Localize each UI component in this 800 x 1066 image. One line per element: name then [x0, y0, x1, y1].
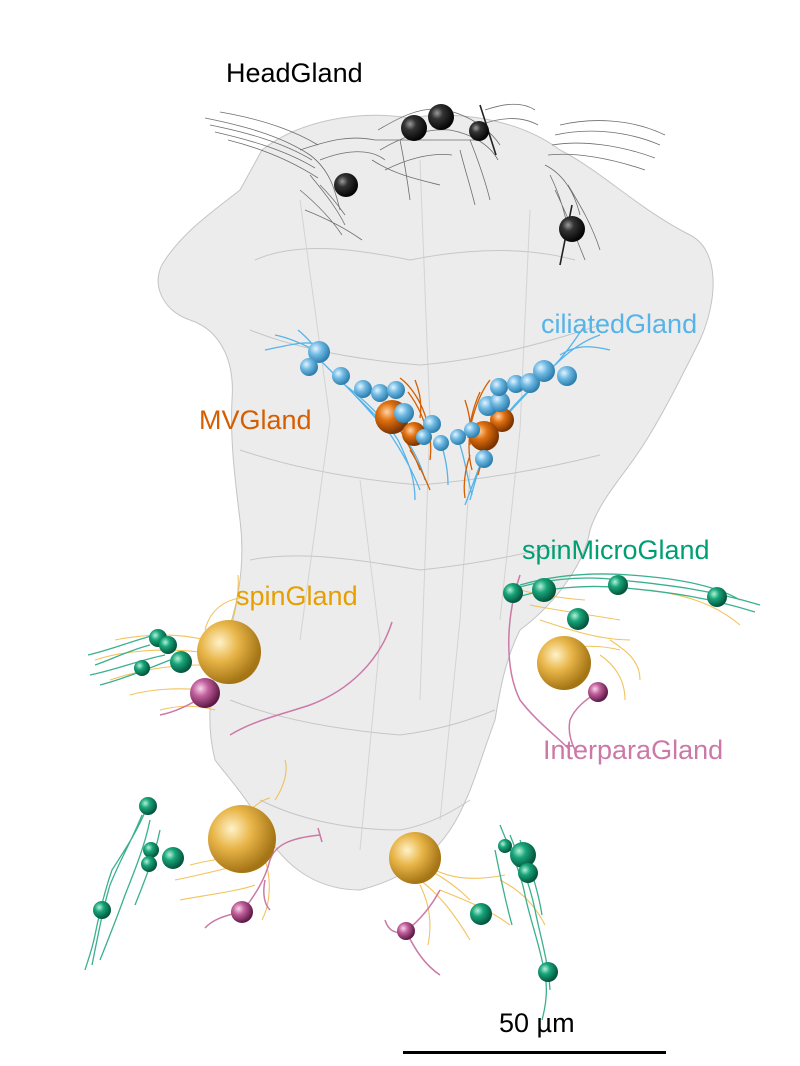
spinmicro-gland-sphere [518, 863, 538, 883]
ciliated-gland-sphere [490, 378, 508, 396]
spinmicro-gland-sphere [532, 578, 556, 602]
mv-gland-label: MVGland [199, 405, 312, 435]
spinmicro-gland-sphere [498, 839, 512, 853]
spinmicro-gland-sphere [170, 651, 192, 673]
scale-bar-label: 50 µm [499, 1008, 575, 1038]
spinmicro-gland-sphere [503, 583, 523, 603]
ciliated-gland-sphere [394, 403, 414, 423]
interpara-gland-sphere [397, 922, 415, 940]
ciliated-gland-sphere [520, 373, 540, 393]
spin-gland-sphere [537, 636, 591, 690]
interpara-gland-sphere [190, 678, 220, 708]
ciliated-gland-sphere [464, 422, 480, 438]
ciliated-gland-sphere [490, 392, 510, 412]
spinmicro-gland-sphere [567, 608, 589, 630]
spinmicro-gland-sphere [141, 856, 157, 872]
spinmicro-gland-traces [84, 573, 761, 1021]
head-gland-spheres [334, 104, 585, 242]
spinmicro-gland-sphere [707, 587, 727, 607]
ciliated-gland-sphere [450, 429, 466, 445]
spinmicro-gland-sphere [139, 797, 157, 815]
head-gland-sphere [401, 115, 427, 141]
spinmicro-gland-sphere [608, 575, 628, 595]
head-gland-sphere [469, 121, 489, 141]
body-outline [157, 114, 714, 891]
spinmicro-gland-sphere [93, 901, 111, 919]
ciliated-gland-sphere [475, 450, 493, 468]
interpara-gland-spheres [190, 678, 608, 940]
head-gland-label: HeadGland [226, 58, 363, 88]
interpara-gland-label: InterparaGland [543, 735, 724, 765]
spinmicro-gland-spheres [93, 575, 727, 982]
head-gland-sphere [334, 173, 358, 197]
interpara-gland-sphere [231, 901, 253, 923]
spin-gland-spheres [197, 620, 591, 884]
spin-gland-sphere [208, 805, 276, 873]
spin-gland-sphere [389, 832, 441, 884]
spinmicro-gland-sphere [538, 962, 558, 982]
spin-gland-sphere [197, 620, 261, 684]
ciliated-gland-sphere [416, 429, 432, 445]
head-gland-sphere [559, 216, 585, 242]
spinmicro-gland-sphere [510, 842, 536, 868]
spinmicro-gland-sphere [470, 903, 492, 925]
spinmicro-gland-sphere [134, 660, 150, 676]
ciliated-gland-spheres [300, 341, 577, 468]
ciliated-gland-sphere [387, 381, 405, 399]
ciliated-gland-sphere [507, 375, 525, 393]
spin-gland-label: spinGland [236, 581, 358, 611]
ciliated-gland-sphere [354, 380, 372, 398]
ciliated-gland-sphere [423, 415, 441, 433]
ciliated-gland-sphere [332, 367, 350, 385]
ciliated-gland-sphere [433, 435, 449, 451]
spinmicro-gland-sphere [162, 847, 184, 869]
mv-gland-sphere [490, 408, 514, 432]
ciliated-gland-sphere [300, 358, 318, 376]
ciliated-gland-sphere [557, 366, 577, 386]
ciliated-gland-sphere [371, 384, 389, 402]
spinmicro-gland-sphere [143, 842, 159, 858]
ciliated-gland-sphere [308, 341, 330, 363]
head-gland-sphere [428, 104, 454, 130]
interpara-gland-sphere [588, 682, 608, 702]
spinmicro-gland-label: spinMicroGland [522, 535, 710, 565]
scale-bar [403, 1051, 666, 1054]
ciliated-gland-sphere [533, 360, 555, 382]
spinmicro-gland-sphere [159, 636, 177, 654]
ciliated-gland-label: ciliatedGland [541, 309, 698, 339]
